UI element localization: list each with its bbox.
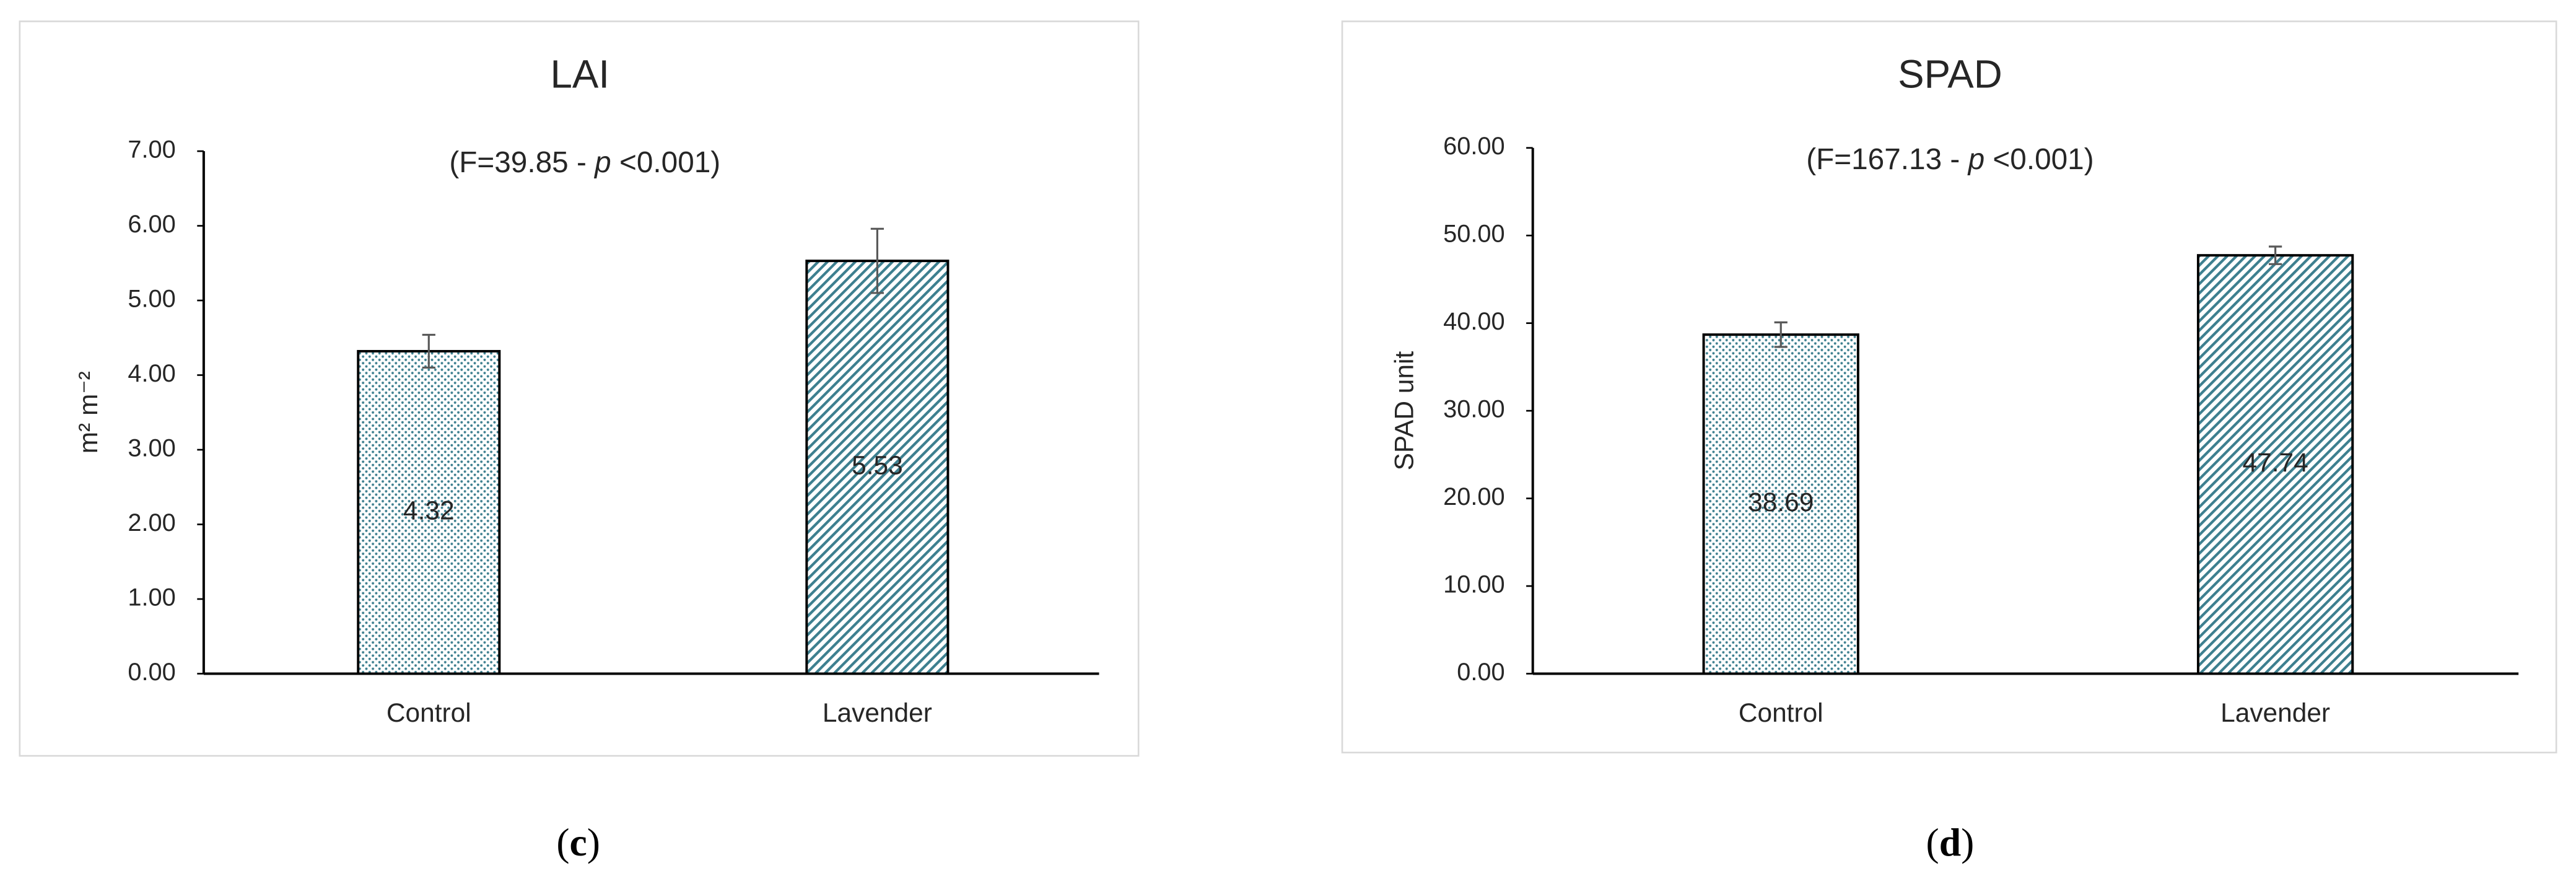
chart: LAI (F=39.85 - p <0.001) m² m⁻² 0.00 1.00 2.0…	[19, 20, 1140, 864]
value-label: 5.53	[852, 451, 903, 480]
y-tick-label: 20.00	[1443, 483, 1505, 510]
annotation-part: p	[1967, 143, 1985, 176]
panel-label-part: )	[1961, 820, 1974, 864]
chart-title: SPAD	[1898, 52, 2002, 96]
chart-title: LAI	[551, 52, 610, 96]
y-tick-label: 10.00	[1443, 571, 1505, 598]
panel-label-part: c	[570, 820, 587, 864]
x-tick-label: Lavender	[823, 698, 932, 727]
annotation-part: p	[593, 146, 611, 179]
x-tick-label: Control	[386, 698, 471, 727]
error-bar	[870, 227, 884, 294]
x-tick-label: Control	[1739, 698, 1823, 727]
y-tick-label: 7.00	[128, 136, 175, 164]
y-tick-label: 0.00	[128, 659, 175, 686]
y-axis-label: SPAD unit	[1390, 351, 1419, 471]
panel-label-part: (	[556, 820, 569, 864]
y-tick-label: 40.00	[1443, 308, 1505, 335]
y-tick-label: 3.00	[128, 435, 175, 462]
value-label: 4.32	[403, 496, 455, 525]
y-tick-label: 50.00	[1443, 221, 1505, 248]
annotation-part: (F=39.85 -	[449, 146, 595, 179]
error-bar	[1774, 321, 1788, 348]
y-tick-label: 1.00	[128, 584, 175, 611]
annotation-part: <0.001)	[611, 146, 721, 179]
y-tick-label: 5.00	[128, 286, 175, 313]
panel-label-part: d	[1939, 820, 1961, 864]
y-tick-label: 6.00	[128, 211, 175, 238]
panel-label-part: (	[1926, 820, 1939, 864]
panel-label: (d)	[1926, 820, 1975, 864]
annotation: (F=167.13 - p <0.001)	[1806, 143, 2094, 176]
x-tick-label: Lavender	[2220, 698, 2330, 727]
bar	[2196, 254, 2354, 675]
panel-label: (c)	[556, 820, 600, 864]
annotation: (F=39.85 - p <0.001)	[449, 146, 720, 179]
value-label: 47.74	[2243, 448, 2308, 477]
value-label: 38.69	[1748, 488, 1814, 517]
y-tick-label: 60.00	[1443, 133, 1505, 160]
y-tick-label: 30.00	[1443, 396, 1505, 423]
y-tick-label: 2.00	[128, 509, 175, 536]
annotation-part: (F=167.13 -	[1806, 143, 1968, 176]
chart: SPAD (F=167.13 - p <0.001) SPAD unit 0.00 10…	[1341, 20, 2557, 864]
error-bar	[422, 333, 435, 369]
y-axis-label: m² m⁻²	[74, 371, 103, 453]
y-tick-label: 0.00	[1457, 659, 1504, 686]
annotation-part: <0.001)	[1984, 143, 2094, 176]
chart-frame	[19, 20, 1140, 757]
bar	[357, 349, 501, 675]
bar	[805, 260, 950, 675]
panel-label-part: )	[587, 820, 600, 864]
error-bar	[2268, 245, 2282, 265]
chart-frame	[1341, 20, 2557, 754]
y-tick-label: 4.00	[128, 360, 175, 387]
